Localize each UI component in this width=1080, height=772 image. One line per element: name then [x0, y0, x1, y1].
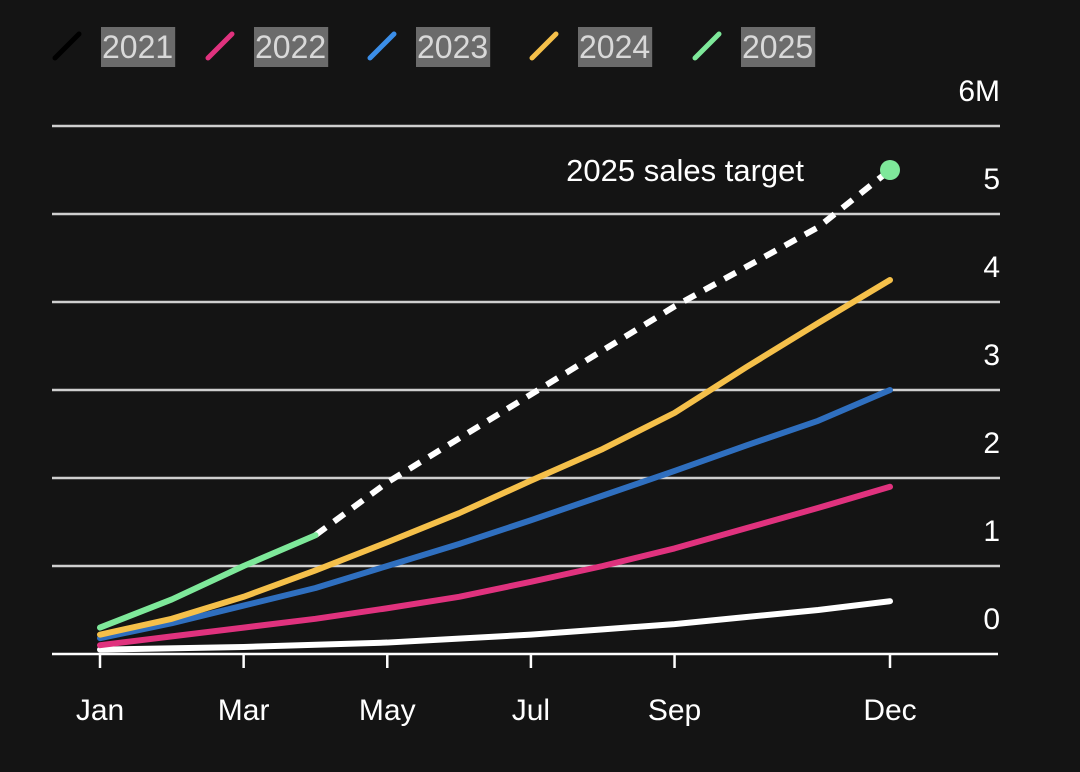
- y-tick-label-1: 1: [983, 515, 1000, 548]
- x-tick-label-mar: Mar: [218, 694, 270, 727]
- legend-label-2023: 2023: [417, 29, 488, 65]
- legend-label-bg-2023: [416, 27, 491, 67]
- x-tick-label-jul: Jul: [512, 694, 550, 727]
- axis-layer: 0 1 2 3 4 5 6M Jan Mar May Jul Sep Dec: [52, 75, 1000, 727]
- series-line-2022: [97, 483, 893, 649]
- y-tick-label-4: 4: [983, 251, 1000, 284]
- x-tick-label-sep: Sep: [648, 694, 701, 727]
- x-tick-label-jan: Jan: [76, 694, 124, 727]
- y-tick-label-0: 0: [983, 603, 1000, 636]
- series-line-2023: [97, 387, 893, 642]
- legend-swatch-2023: [367, 31, 397, 61]
- y-tick-label-5: 5: [983, 163, 1000, 196]
- legend-swatch-2022: [205, 31, 235, 61]
- annotation-layer: 2025 sales target: [566, 153, 900, 188]
- target-annotation-label: 2025 sales target: [566, 153, 804, 188]
- legend-swatch-2025: [692, 31, 722, 61]
- legend-label-bg-2024: [578, 27, 653, 67]
- y-tick-label-3: 3: [983, 339, 1000, 372]
- legend-swatch-2021: [52, 31, 82, 61]
- projection-line-2025: [313, 167, 892, 538]
- legend-label-bg-2025: [741, 27, 816, 67]
- series-line-2025: [97, 532, 319, 631]
- legend-label-bg-2022: [254, 27, 329, 67]
- legend-label-2025: 2025: [742, 29, 813, 65]
- y-tick-label-2: 2: [983, 427, 1000, 460]
- legend-label-bg-2021: [101, 27, 176, 67]
- legend: 2021 2022 2023 2024 2025: [52, 27, 816, 67]
- legend-label-2024: 2024: [579, 29, 650, 65]
- x-tick-label-dec: Dec: [863, 694, 916, 727]
- target-marker: [880, 160, 900, 180]
- legend-swatch-2024: [529, 31, 559, 61]
- series-layer: [97, 167, 893, 653]
- y-tick-label-6m: 6M: [958, 75, 1000, 108]
- x-tick-label-may: May: [359, 694, 416, 727]
- grid-layer: [52, 124, 1000, 568]
- legend-label-2022: 2022: [255, 29, 326, 65]
- series-line-2021: [97, 598, 893, 653]
- series-line-2024: [97, 277, 893, 638]
- legend-label-2021: 2021: [102, 29, 173, 65]
